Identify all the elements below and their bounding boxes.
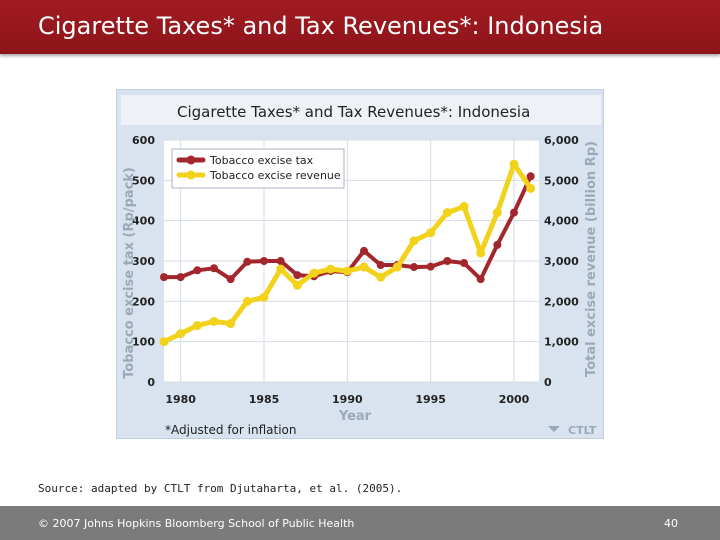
chart-title: Cigarette Taxes* and Tax Revenues*: Indo… [177,103,530,121]
data-point-0 [410,263,418,272]
y-tick-right: 3,000 [544,255,579,268]
data-point-0 [476,275,485,284]
data-point-0 [276,257,285,265]
x-tick-label: 1990 [332,393,363,406]
data-point-0 [260,257,268,265]
chart-title-background [121,95,601,125]
data-point-1 [259,292,269,302]
legend-box [171,148,345,189]
data-point-0 [443,257,452,265]
y-tick-left: 600 [132,134,155,147]
data-point-1 [176,329,186,339]
legend-marker-0 [186,155,196,165]
y-tick-right: 1,000 [544,336,579,349]
y-tick-left: 300 [132,255,155,268]
legend-entry-0: Tobacco excise tax [209,154,314,167]
x-axis-title: Year [338,409,372,424]
data-point-1 [292,280,302,290]
data-point-0 [460,259,468,268]
footer-bar: © 2007 Johns Hopkins Bloomberg School of… [0,506,720,540]
data-point-0 [526,172,535,181]
data-point-0 [176,273,185,282]
footer-copyright: © 2007 Johns Hopkins Bloomberg School of… [38,517,355,530]
data-point-1 [326,264,336,274]
y-tick-right: 5,000 [544,174,579,187]
y-tick-left: 400 [132,215,155,228]
y-tick-left: 100 [132,336,155,349]
data-point-1 [309,268,319,278]
data-point-0 [193,266,202,275]
data-point-0 [226,275,235,284]
y-tick-left: 0 [147,376,155,389]
data-point-1 [476,248,486,258]
y-axis-title-left: Tobacco excise tax (Rp/pack) [122,167,137,379]
data-point-0 [360,246,368,255]
y-axis-title-right: Total excise revenue (billion Rp) [584,141,599,377]
x-tick-label: 2000 [499,393,530,406]
data-point-1 [376,272,386,282]
source-note: Source: adapted by CTLT from Djutaharta,… [38,482,403,495]
x-tick-label: 1980 [165,393,196,406]
data-point-1 [359,262,369,272]
x-tick-label: 1985 [249,393,280,406]
data-point-1 [442,208,452,218]
data-point-1 [459,202,469,212]
data-point-1 [242,296,252,306]
y-tick-right: 2,000 [544,295,579,308]
data-point-1 [209,317,219,326]
data-point-1 [409,236,419,246]
data-point-0 [510,208,518,217]
data-point-0 [160,273,168,282]
legend-marker-1 [186,170,196,180]
chart-footnote: *Adjusted for inflation [165,423,296,437]
data-point-1 [509,159,519,169]
y-tick-right: 4,000 [544,215,579,228]
data-point-0 [426,262,435,271]
y-tick-right: 0 [544,376,552,389]
data-point-1 [492,208,502,218]
data-point-0 [376,261,385,270]
data-point-0 [493,240,502,249]
legend-entry-1: Tobacco excise revenue [209,169,341,182]
data-point-1 [226,319,236,329]
data-point-1 [192,321,202,331]
chart-credit: CTLT [568,424,597,437]
data-point-1 [426,228,436,238]
data-point-1 [342,266,352,276]
data-point-1 [392,262,402,272]
ctlt-logo-icon [548,426,560,432]
y-tick-right: 6,000 [544,134,579,147]
x-tick-label: 1995 [415,393,446,406]
data-point-1 [526,183,536,193]
y-tick-left: 500 [132,174,155,187]
data-point-0 [210,264,218,273]
data-point-1 [276,264,286,274]
data-point-0 [243,257,252,266]
slide-title: Cigarette Taxes* and Tax Revenues*: Indo… [38,12,604,40]
y-tick-left: 200 [132,295,155,308]
chart-svg: Cigarette Taxes* and Tax Revenues*: Indo… [121,95,601,437]
page-number: 40 [664,517,678,530]
title-bar: Cigarette Taxes* and Tax Revenues*: Indo… [0,0,720,54]
data-point-1 [159,337,169,347]
data-point-0 [293,271,302,280]
chart-figure: Cigarette Taxes* and Tax Revenues*: Indo… [116,89,604,439]
